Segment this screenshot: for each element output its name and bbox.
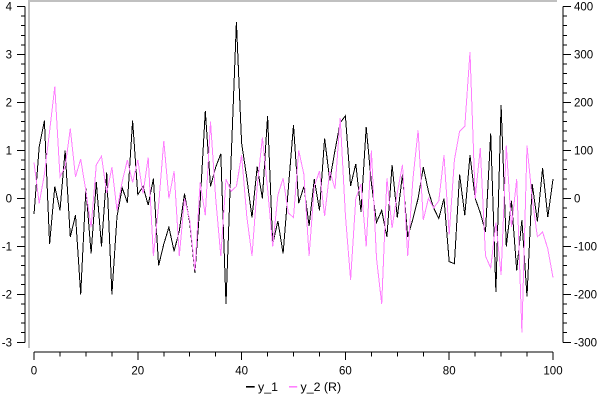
svg-text:-300: -300	[574, 337, 597, 349]
svg-text:40: 40	[235, 366, 248, 378]
svg-text:300: 300	[574, 50, 593, 62]
svg-text:100: 100	[543, 366, 562, 378]
svg-text:-3: -3	[2, 337, 12, 349]
svg-text:20: 20	[131, 366, 144, 378]
svg-text:60: 60	[339, 366, 352, 378]
svg-text:80: 80	[443, 366, 456, 378]
svg-text:-100: -100	[574, 241, 597, 253]
svg-text:100: 100	[574, 145, 593, 157]
svg-text:0: 0	[6, 193, 12, 205]
svg-text:2: 2	[6, 98, 12, 110]
svg-text:-1: -1	[2, 241, 12, 253]
svg-text:0: 0	[31, 366, 37, 378]
svg-text:200: 200	[574, 98, 593, 110]
svg-text:y_1: y_1	[258, 380, 278, 394]
svg-text:-2: -2	[2, 289, 12, 301]
svg-text:-200: -200	[574, 289, 597, 301]
svg-text:0: 0	[574, 193, 580, 205]
svg-text:3: 3	[6, 50, 12, 62]
svg-text:400: 400	[574, 2, 593, 14]
svg-text:y_2 (R): y_2 (R)	[301, 380, 342, 394]
svg-text:4: 4	[6, 2, 13, 14]
svg-text:1: 1	[6, 145, 12, 157]
